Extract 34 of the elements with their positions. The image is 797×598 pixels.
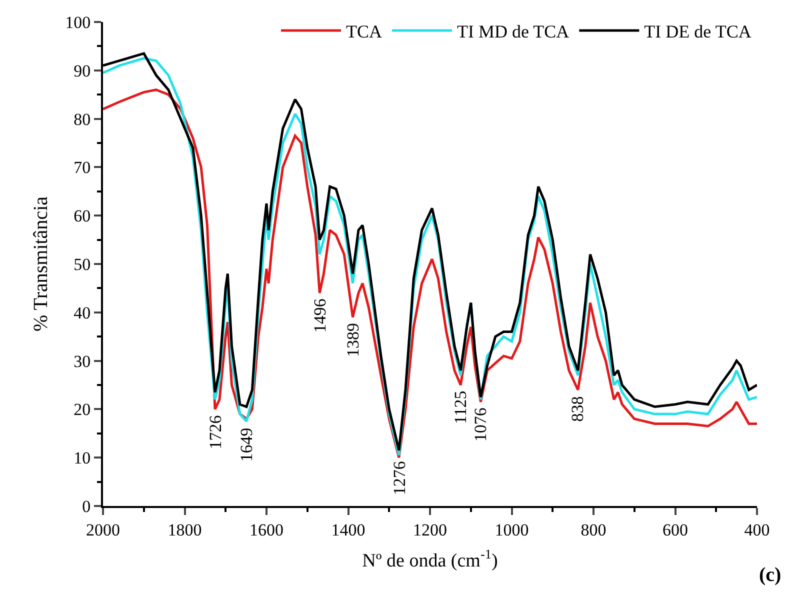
y-tick-label: 80	[74, 110, 91, 129]
legend-label: TI MD de TCA	[457, 22, 570, 42]
annotation: 1496	[310, 298, 330, 333]
annotation: 1389	[344, 322, 363, 357]
x-tick-label: 1600	[250, 520, 284, 540]
y-tick-label: 30	[74, 352, 91, 371]
y-tick-label: 90	[74, 61, 91, 80]
y-tick-label: 70	[74, 158, 91, 178]
annotation: 1726	[206, 415, 225, 450]
y-tick-label: 10	[74, 448, 91, 468]
y-tick-label: 0	[82, 496, 91, 516]
legend-label: TI DE de TCA	[644, 22, 752, 42]
annotation: 1276	[390, 461, 409, 496]
x-axis-title: Nº de onda (cm$^{-1}$)	[362, 546, 498, 572]
y-tick-label: 20	[74, 400, 91, 420]
annotation: 1076	[470, 408, 490, 442]
y-tick-label: 60	[74, 206, 91, 226]
legend-label: TCA	[346, 22, 382, 42]
x-tick-label: 1200	[413, 520, 447, 540]
x-tick-label: 2000	[86, 520, 120, 540]
x-tick-label: 400	[744, 520, 770, 540]
x-tick-label: 1400	[331, 520, 366, 540]
y-tick-label: 100	[65, 12, 91, 32]
annotation: 1649	[237, 428, 256, 462]
x-tick-label: 600	[662, 520, 688, 540]
x-tick-label: 1800	[168, 520, 202, 540]
y-tick-label: 40	[74, 303, 91, 322]
annotation: 838	[568, 396, 588, 422]
text: (c)	[759, 564, 782, 586]
x-tick-label: 800	[580, 520, 606, 540]
annotation: 1125	[451, 390, 470, 424]
y-axis-title: % Transmitância	[30, 196, 52, 332]
x-tick-label: 1000	[494, 520, 529, 540]
y-tick-label: 50	[74, 254, 91, 274]
